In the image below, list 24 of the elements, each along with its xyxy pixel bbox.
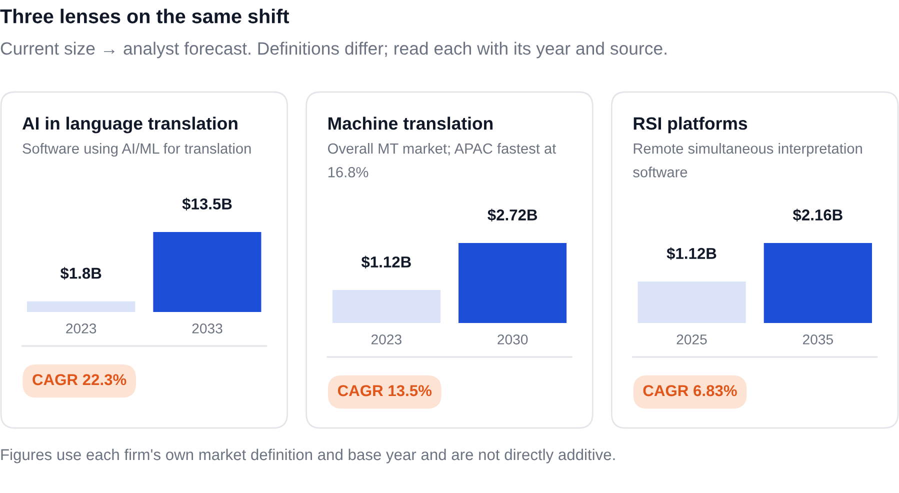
- x-tick-label: 2023: [66, 323, 96, 334]
- chart-subtitle: Remote simultaneous interpretation software: [633, 143, 862, 178]
- chart-title: RSI platforms: [634, 116, 748, 134]
- data-label: $1.12B: [666, 247, 716, 260]
- x-tick-label: 2025: [676, 334, 707, 344]
- chart-subtitle: Overall MT market; APAC fastest at 16.8%: [328, 143, 556, 178]
- text: Current size → analyst forecast. Definitions differ; read each with its year and source.: [0, 42, 666, 58]
- text: CAGR 13.5%: [338, 385, 432, 396]
- text: Three lenses on the same shift: [0, 8, 290, 24]
- x-tick-label: 2033: [192, 323, 222, 334]
- data-label: $1.8B: [60, 267, 102, 280]
- text: Figures use each firm's own market definition and base year and are not directly additive.: [1, 448, 615, 464]
- x-tick-label: 2035: [802, 334, 833, 344]
- chart-title: Machine translation: [328, 116, 493, 130]
- data-label: $2.16B: [792, 208, 842, 222]
- x-tick-label: 2023: [371, 334, 402, 344]
- data-label: $2.72B: [488, 208, 538, 222]
- chart-subtitle: Software using AI/ML for translation: [22, 143, 251, 157]
- x-tick-label: 2030: [498, 334, 528, 344]
- text: CAGR 22.3%: [32, 374, 126, 386]
- text: CAGR 6.83%: [643, 385, 737, 396]
- chart-title: AI in language translation: [22, 116, 238, 134]
- data-label: $13.5B: [182, 198, 232, 210]
- data-label: $1.12B: [361, 256, 411, 269]
